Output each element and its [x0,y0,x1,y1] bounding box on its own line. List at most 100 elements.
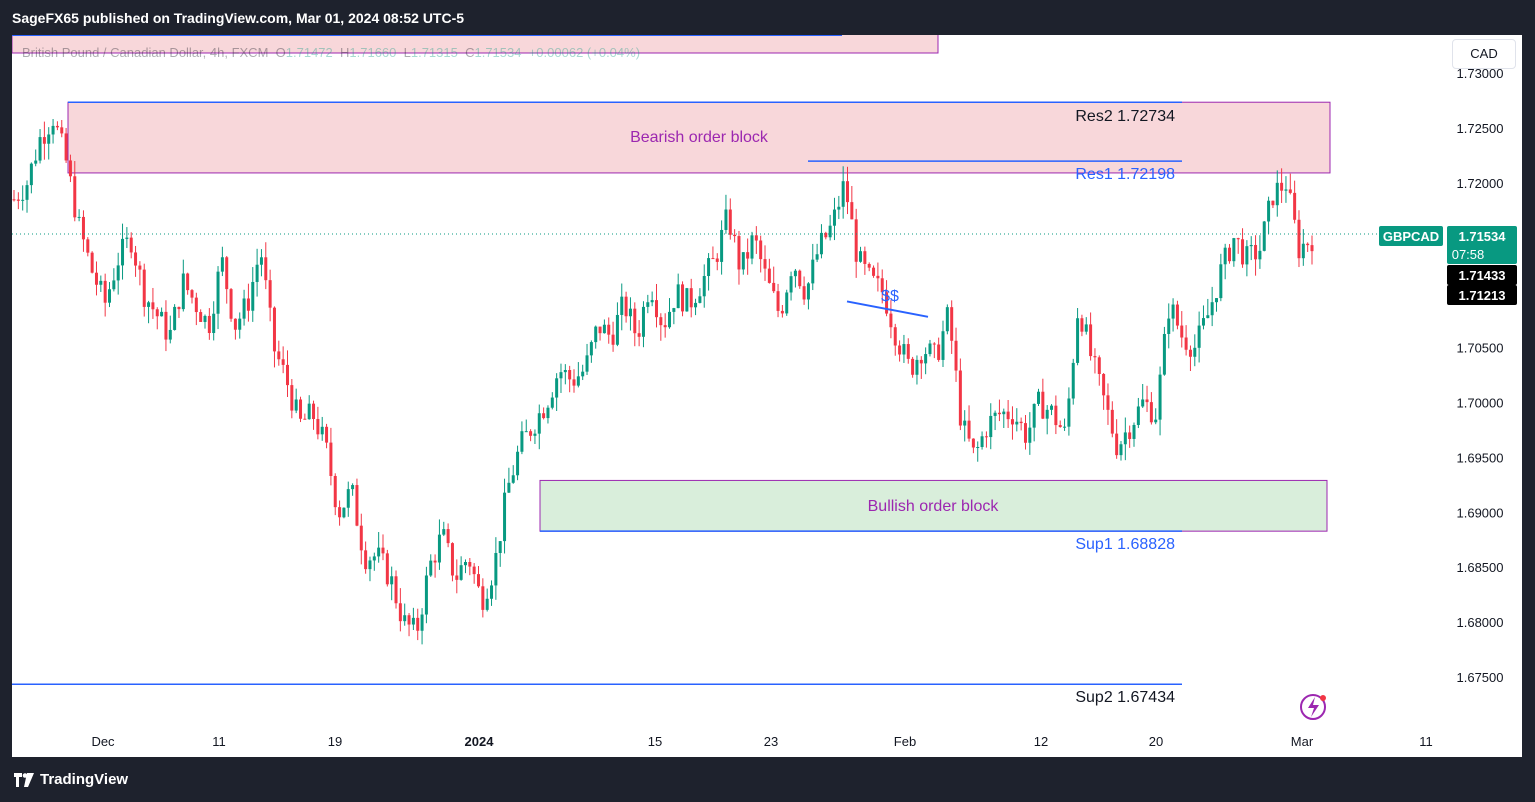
x-tick-label: 19 [328,734,342,749]
candle-body [607,324,611,335]
candle-body [1149,402,1153,423]
candle-body [707,258,711,277]
candle-body [728,209,732,235]
candle-body [1180,325,1184,338]
candle-body [737,236,741,270]
currency-button[interactable]: CAD [1452,39,1516,69]
x-tick-label: 20 [1149,734,1163,749]
candle-body [25,185,29,200]
candle-body [872,267,876,276]
candle-body [859,251,863,262]
candle-body [1275,182,1279,206]
candle-body [958,370,962,426]
candle-body [116,265,120,281]
candle-body [437,534,441,563]
y-tick-label: 1.72500 [1457,121,1504,136]
candle-body [898,345,902,355]
candle-body [1206,315,1210,319]
y-tick-label: 1.69500 [1457,450,1504,465]
candle-body [477,574,481,587]
candle-body [403,615,407,622]
tradingview-logo[interactable]: TradingView [14,771,128,788]
candle-body [225,257,229,290]
candle-body [594,326,598,343]
x-tick-label: Dec [91,734,115,749]
candle-body [1102,373,1106,396]
candle-body [81,216,85,240]
candle-body [850,202,854,220]
candle-body [650,300,654,303]
legend-symbol: British Pound / Canadian Dollar, 4h, FXC… [22,45,269,60]
candle-body [867,263,871,268]
y-tick-label: 1.70500 [1457,341,1504,356]
candle-body [533,433,537,436]
candle-body [1284,189,1288,191]
candle-body [776,291,780,311]
candle-body [299,399,303,419]
legend-change: +0.00062 (+0.04%) [528,45,641,60]
candle-body [281,359,285,365]
candle-body [129,237,133,253]
candle-body [55,125,59,128]
chart-frame[interactable]: Res2 1.72734 Res1 1.72198 Sup1 1.68828 Sup2… [12,35,1522,757]
candle-body [490,585,494,599]
candle-body [937,344,941,360]
price-label-2: 1.71213 [1459,288,1506,303]
candle-body [876,275,880,279]
candle-body [242,298,246,319]
candle-body [780,310,784,314]
candle-body [967,420,971,439]
candle-body [919,359,923,364]
candle-body [16,199,20,201]
candle-body [932,343,936,345]
candle-body [906,344,910,359]
candle-body [520,431,524,452]
candle-body [1214,298,1218,303]
candle-body [641,306,645,337]
candle-body [633,308,637,334]
candle-body [819,232,823,255]
candle-body [285,364,289,386]
candle-body [637,333,641,337]
candle-body [134,252,138,266]
candle-body [1232,238,1236,262]
candle-body [38,137,42,161]
candle-body [1301,243,1305,259]
candle-body [368,560,372,570]
candle-body [485,598,489,610]
candle-body [68,160,72,177]
candle-body [1249,244,1253,247]
candle-body [581,371,585,377]
price-chart[interactable]: Res2 1.72734 Res1 1.72198 Sup1 1.68828 Sup2… [12,35,1522,757]
candle-body [542,413,546,419]
candle-body [576,376,580,386]
candle-body [555,378,559,398]
candle-body [338,507,342,518]
candle-body [1306,243,1310,246]
candle-body [1067,398,1071,427]
y-tick-label: 1.70000 [1457,395,1504,410]
candle-body [103,280,107,303]
candle-body [359,525,363,551]
candle-body [746,252,750,259]
level-label-res1: Res1 1.72198 [1075,166,1175,183]
candle-body [411,617,415,625]
candle-body [442,529,446,535]
candle-body [181,273,185,310]
candle-body [307,403,311,420]
candle-body [94,272,98,285]
candle-body [60,127,64,134]
candle-body [1023,423,1027,443]
symbol-tag-bg [1379,226,1443,246]
candle-body [754,235,758,241]
candle-body [142,269,146,307]
candle-body [121,238,125,266]
candle-body [51,125,55,135]
candle-body [277,351,281,360]
y-tick-label: 1.69000 [1457,505,1504,520]
candle-body [620,296,624,315]
legend-close-label: C [465,45,475,60]
candle-body [1093,356,1097,358]
candle-body [1167,318,1171,334]
candle-body [529,431,533,436]
